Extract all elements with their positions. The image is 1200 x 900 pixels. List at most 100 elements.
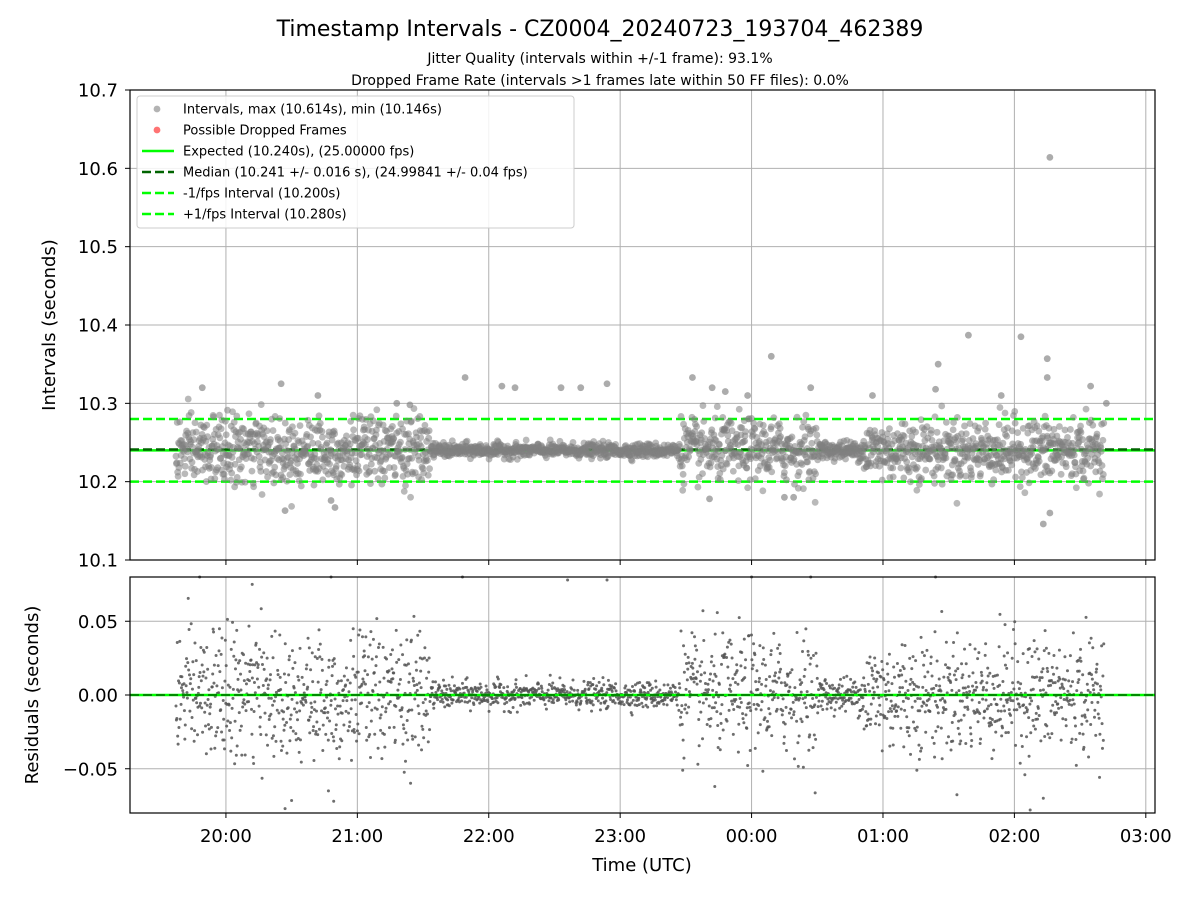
residual-point <box>464 695 468 699</box>
residual-point <box>739 664 743 668</box>
residual-point <box>306 636 310 640</box>
residual-point <box>1023 773 1027 777</box>
residual-point <box>174 704 178 708</box>
residual-point <box>295 701 299 705</box>
residual-point <box>808 733 812 737</box>
interval-point <box>379 421 387 429</box>
interval-point <box>913 464 921 471</box>
residual-point <box>879 712 883 716</box>
interval-point <box>1080 474 1088 482</box>
residual-point <box>211 672 215 676</box>
residual-point <box>304 700 308 704</box>
residual-point <box>695 648 699 652</box>
residual-point <box>986 674 990 678</box>
residual-point <box>918 697 922 701</box>
residual-point <box>377 645 381 649</box>
residual-point <box>249 658 253 662</box>
residual-point <box>923 710 927 714</box>
residual-point <box>379 713 383 717</box>
residual-point <box>1073 724 1077 728</box>
residual-point <box>222 717 226 721</box>
residual-point <box>391 677 395 681</box>
residual-point <box>716 724 720 728</box>
residual-point <box>990 757 994 761</box>
residual-point <box>255 677 259 681</box>
interval-point <box>741 437 749 445</box>
interval-point <box>277 444 285 451</box>
legend-entry-intervals: Intervals, max (10.614s), min (10.146s) <box>183 103 442 118</box>
residual-point <box>748 705 752 709</box>
residual-point <box>214 653 218 657</box>
residual-point <box>558 676 562 680</box>
residual-point <box>691 672 695 676</box>
residual-point <box>352 730 356 734</box>
residual-point <box>315 656 319 660</box>
residual-point <box>577 708 581 712</box>
residual-point <box>686 667 690 671</box>
residual-point <box>287 654 291 658</box>
residual-point <box>440 689 444 693</box>
residual-point <box>1075 689 1079 693</box>
residual-point <box>235 744 239 748</box>
interval-outlier-point <box>932 385 939 393</box>
residual-point <box>633 683 637 687</box>
x-tick-label: 02:00 <box>988 826 1040 847</box>
residual-point <box>257 685 261 689</box>
residual-point <box>747 701 751 705</box>
residual-point <box>478 682 482 686</box>
residual-point <box>189 622 193 626</box>
residual-point <box>177 726 181 730</box>
residual-point <box>1069 740 1073 744</box>
residual-point <box>806 653 810 657</box>
interval-point <box>680 480 688 488</box>
residual-point <box>711 688 715 692</box>
residual-point <box>662 683 666 687</box>
residual-point <box>733 681 737 685</box>
interval-point <box>1099 436 1107 444</box>
residual-point <box>425 712 429 716</box>
residual-point <box>699 673 703 677</box>
residual-point <box>968 726 972 730</box>
interval-point <box>889 464 897 472</box>
residual-point <box>914 659 918 663</box>
residual-point <box>484 684 488 688</box>
residual-point <box>456 698 460 702</box>
residual-point <box>260 662 264 666</box>
residual-point <box>697 717 701 721</box>
residual-point <box>436 698 440 702</box>
residual-point <box>416 633 420 637</box>
residual-point <box>328 719 332 723</box>
residual-point <box>861 696 865 700</box>
residual-point <box>606 678 610 682</box>
residual-point <box>320 709 324 713</box>
residual-point <box>643 686 647 690</box>
interval-point <box>237 463 245 471</box>
interval-point <box>759 487 767 495</box>
residual-point <box>949 748 953 752</box>
interval-point <box>221 417 229 425</box>
residual-point <box>750 667 754 671</box>
residual-point <box>787 689 791 693</box>
interval-point <box>297 470 304 478</box>
residual-point <box>701 701 705 705</box>
residual-point <box>698 664 702 668</box>
residual-point <box>360 635 364 639</box>
residual-point <box>919 749 923 753</box>
residual-point <box>927 697 931 701</box>
interval-point <box>302 450 310 458</box>
residual-point <box>833 686 837 690</box>
residual-point <box>320 657 324 661</box>
residual-point <box>879 675 883 679</box>
residual-point <box>584 696 588 700</box>
residual-point <box>338 745 342 749</box>
residual-point <box>262 651 266 655</box>
interval-point <box>210 413 217 421</box>
residual-point <box>983 709 987 713</box>
residual-point <box>452 684 456 688</box>
residual-point <box>1002 704 1006 708</box>
interval-point <box>348 481 355 489</box>
residual-point <box>306 685 310 689</box>
residual-point <box>247 700 251 704</box>
residual-point <box>898 690 902 694</box>
interval-point <box>776 424 784 432</box>
